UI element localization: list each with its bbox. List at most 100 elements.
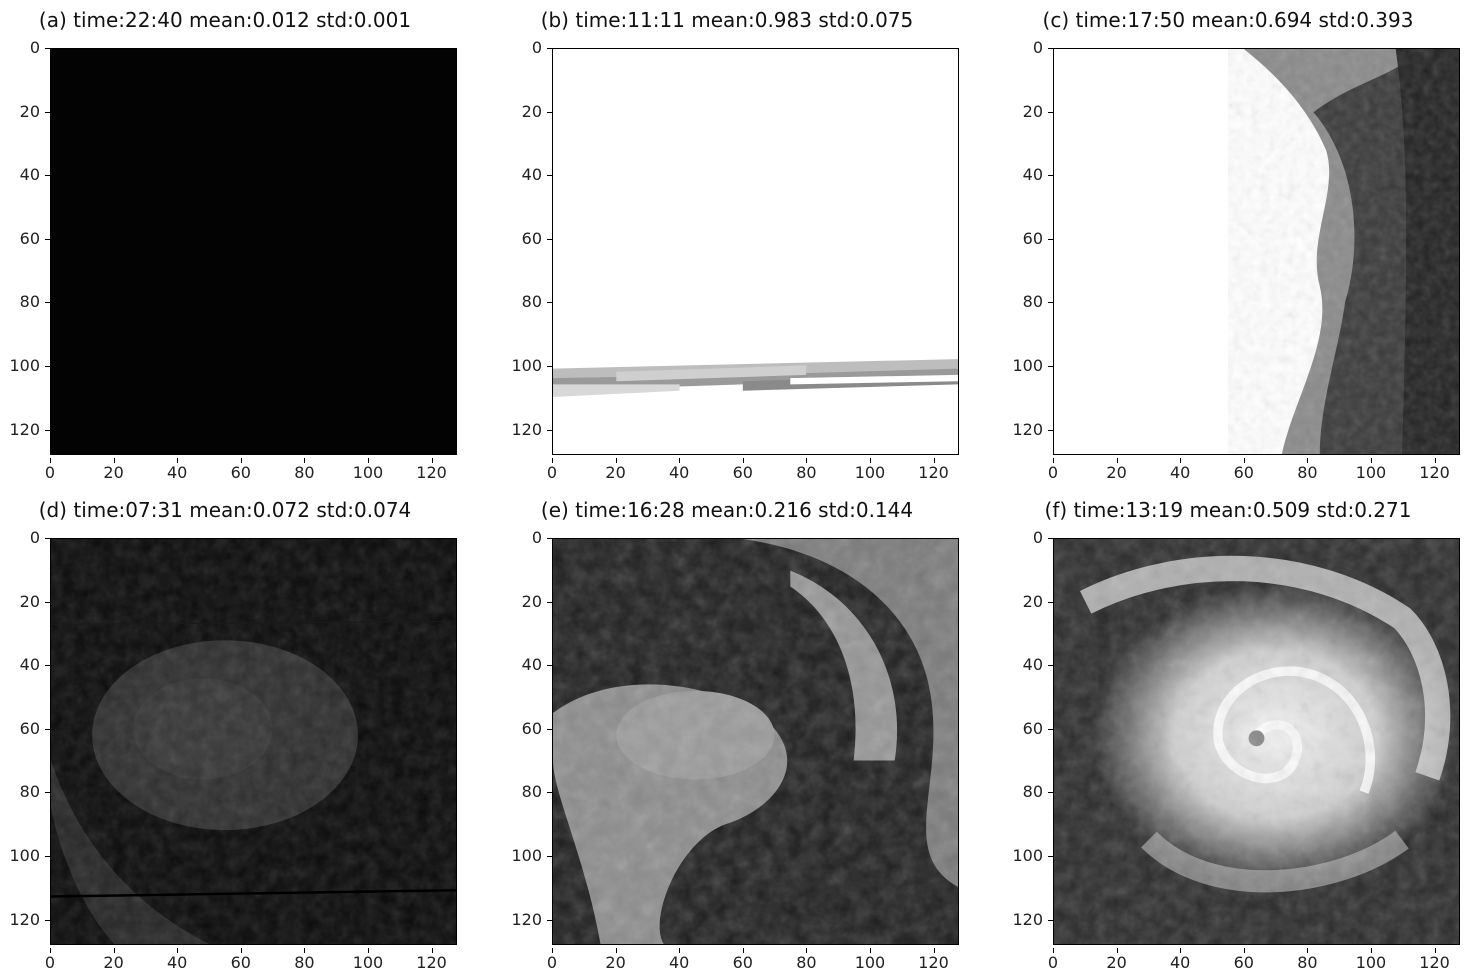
x-tick-label: 80	[1287, 948, 1327, 971]
y-tick-label: 20	[502, 103, 552, 120]
panel-title: (d) time:07:31 mean:0.072 std:0.074	[38, 498, 412, 522]
x-tick-label: 20	[1097, 458, 1137, 481]
satellite-image	[1053, 538, 1460, 945]
panel-e: (e) time:16:28 mean:0.216 std:0.144 0 20 4…	[502, 498, 959, 971]
y-tick-label: 20	[1003, 103, 1053, 120]
y-tick-label: 80	[1003, 784, 1053, 800]
x-tick-label: 120	[1415, 948, 1455, 971]
panel-title: (c) time:17:50 mean:0.694 std:0.393	[1042, 8, 1414, 32]
y-tick-label: 120	[502, 421, 552, 438]
x-tick-label: 40	[1160, 458, 1200, 481]
y-tick-label: 120	[502, 911, 552, 928]
x-tick-label: 0	[30, 458, 70, 481]
y-tick-label: 0	[1003, 530, 1053, 546]
y-tick-label: 120	[1003, 911, 1053, 928]
x-tick-label: 40	[1160, 948, 1200, 971]
panel-b: (b) time:11:11 mean:0.983 std:0.075 0 20 4…	[502, 8, 959, 481]
x-tick-label: 120	[914, 948, 954, 971]
x-tick-label: 60	[1224, 948, 1264, 971]
y-tick-label: 60	[1003, 720, 1053, 737]
y-tick-label: 20	[0, 103, 50, 120]
panel-title: (f) time:13:19 mean:0.509 std:0.271	[1044, 498, 1412, 522]
x-tick-label: 40	[659, 458, 699, 481]
satellite-image	[50, 48, 457, 455]
y-tick-label: 100	[1003, 357, 1053, 374]
y-tick-label: 20	[1003, 593, 1053, 610]
x-tick-label: 80	[284, 948, 324, 971]
x-tick-label: 0	[1033, 948, 1073, 971]
y-tick-label: 40	[0, 657, 50, 673]
x-tick-label: 80	[786, 948, 826, 971]
x-tick-label: 60	[221, 458, 261, 481]
y-tick-label: 40	[1003, 657, 1053, 673]
y-tick-label: 100	[1003, 847, 1053, 864]
satellite-image	[50, 538, 457, 945]
x-tick-label: 60	[723, 458, 763, 481]
y-tick-label: 0	[502, 530, 552, 546]
x-tick-label: 120	[914, 458, 954, 481]
y-tick-label: 100	[0, 847, 50, 864]
panel-a: (a) time:22:40 mean:0.012 std:0.001 0 20 4…	[0, 8, 457, 481]
y-tick-label: 0	[0, 40, 50, 56]
x-tick-label: 40	[659, 948, 699, 971]
x-tick-label: 100	[348, 458, 388, 481]
satellite-image	[552, 48, 959, 455]
y-tick-label: 100	[502, 847, 552, 864]
x-tick-label: 0	[532, 458, 572, 481]
panel-c: (c) time:17:50 mean:0.694 std:0.393 0 20 4…	[1003, 8, 1460, 481]
y-tick-label: 60	[0, 720, 50, 737]
x-tick-label: 80	[284, 458, 324, 481]
x-tick-label: 20	[94, 458, 134, 481]
panel-title: (e) time:16:28 mean:0.216 std:0.144	[540, 498, 914, 522]
y-tick-label: 120	[0, 421, 50, 438]
x-tick-label: 60	[1224, 458, 1264, 481]
y-tick-label: 80	[0, 784, 50, 800]
panel-d: (d) time:07:31 mean:0.072 std:0.074 0 20 4…	[0, 498, 457, 971]
x-tick-label: 100	[850, 458, 890, 481]
x-tick-label: 20	[1097, 948, 1137, 971]
x-tick-label: 60	[723, 948, 763, 971]
y-tick-label: 0	[0, 530, 50, 546]
y-tick-label: 60	[502, 230, 552, 247]
y-tick-label: 0	[502, 40, 552, 56]
panel-title: (b) time:11:11 mean:0.983 std:0.075	[540, 8, 914, 32]
y-tick-label: 80	[0, 294, 50, 310]
x-tick-label: 0	[1033, 458, 1073, 481]
x-tick-label: 120	[412, 458, 452, 481]
x-tick-label: 0	[30, 948, 70, 971]
x-tick-label: 100	[1351, 458, 1391, 481]
y-tick-label: 80	[502, 784, 552, 800]
y-tick-label: 20	[0, 593, 50, 610]
y-tick-label: 40	[502, 167, 552, 183]
x-tick-label: 20	[596, 948, 636, 971]
y-tick-label: 120	[0, 911, 50, 928]
y-tick-label: 60	[502, 720, 552, 737]
y-tick-label: 80	[502, 294, 552, 310]
x-tick-label: 100	[1351, 948, 1391, 971]
y-tick-label: 40	[1003, 167, 1053, 183]
y-tick-label: 60	[1003, 230, 1053, 247]
x-tick-label: 20	[94, 948, 134, 971]
satellite-image	[1053, 48, 1460, 455]
x-tick-label: 0	[532, 948, 572, 971]
y-tick-label: 100	[502, 357, 552, 374]
x-tick-label: 120	[1415, 458, 1455, 481]
x-tick-label: 100	[348, 948, 388, 971]
x-tick-label: 100	[850, 948, 890, 971]
x-tick-label: 80	[1287, 458, 1327, 481]
x-tick-label: 60	[221, 948, 261, 971]
y-tick-label: 100	[0, 357, 50, 374]
satellite-image	[552, 538, 959, 945]
x-tick-label: 40	[157, 458, 197, 481]
panel-f: (f) time:13:19 mean:0.509 std:0.271	[1003, 498, 1460, 971]
y-tick-label: 120	[1003, 421, 1053, 438]
x-tick-label: 120	[412, 948, 452, 971]
y-tick-label: 20	[502, 593, 552, 610]
y-tick-label: 40	[502, 657, 552, 673]
panel-title: (a) time:22:40 mean:0.012 std:0.001	[38, 8, 412, 32]
y-tick-label: 80	[1003, 294, 1053, 310]
x-tick-label: 80	[786, 458, 826, 481]
y-tick-label: 60	[0, 230, 50, 247]
x-tick-label: 40	[157, 948, 197, 971]
y-tick-label: 0	[1003, 40, 1053, 56]
